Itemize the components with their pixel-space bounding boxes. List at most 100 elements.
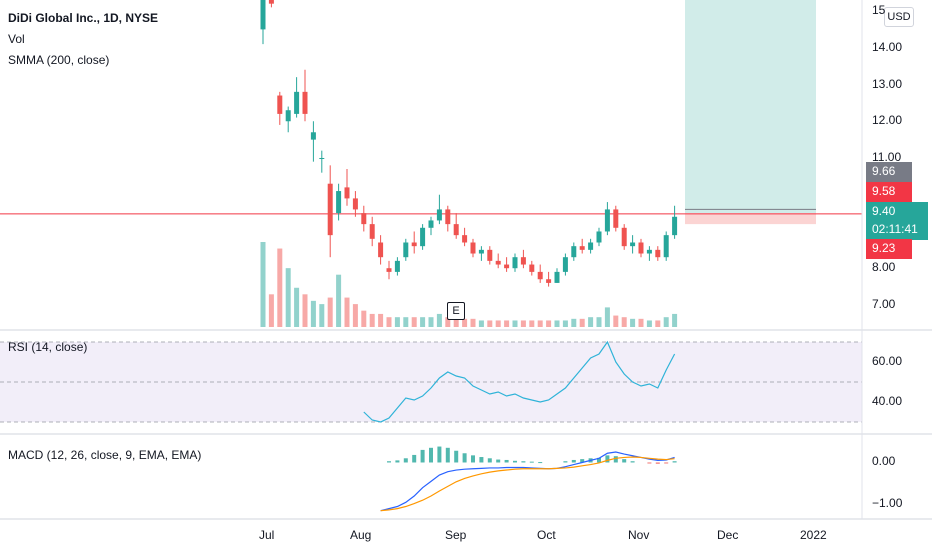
macd-hist-bar [538, 462, 543, 464]
price-tick-label: 8.00 [872, 260, 896, 275]
signal-line [380, 456, 675, 512]
volume-bar [310, 300, 316, 327]
macd-hist-bar [513, 460, 517, 463]
volume-bar [361, 310, 367, 327]
macd-legend[interactable]: MACD (12, 26, close, 9, EMA, EMA) [8, 448, 202, 462]
candle [470, 238, 476, 258]
candle [487, 246, 493, 265]
volume-bar [268, 294, 274, 327]
price-tag: 9.23 [866, 239, 912, 259]
candle [462, 227, 468, 247]
price-tick-label: 13.00 [872, 76, 903, 91]
candle [520, 249, 526, 269]
price-tick-label: 7.00 [872, 296, 896, 311]
macd-hist-bar [420, 449, 425, 463]
time-tick-label: Nov [628, 528, 650, 542]
macd-hist-bar [496, 459, 501, 463]
candle [361, 205, 367, 232]
price-tick-label: 14.00 [872, 39, 903, 54]
volume-bar [386, 317, 392, 327]
rsi-pane [363, 340, 676, 423]
price-tick-label: 12.00 [872, 113, 903, 128]
time-tick-label: Oct [537, 528, 556, 542]
price-tag: 9.40 [866, 202, 928, 222]
chart-title: DiDi Global Inc., 1D, NYSE [8, 11, 159, 25]
volume-bar [520, 320, 526, 327]
candle [571, 242, 577, 261]
candle [386, 260, 392, 280]
axes [0, 0, 932, 520]
volume-bar [504, 320, 510, 327]
volume-bar [537, 320, 543, 327]
candle [596, 227, 602, 247]
candle [294, 77, 300, 118]
macd-hist-bar [387, 461, 391, 463]
volume-bar [470, 318, 476, 327]
grid-lines [0, 341, 862, 423]
macd-hist-bar [655, 462, 660, 464]
macd-hist-bar [605, 455, 610, 463]
volume-bar [646, 320, 652, 327]
macd-hist-bar [664, 462, 669, 464]
macd-hist-bar [521, 461, 526, 463]
volume-bar [327, 297, 333, 327]
candle [663, 231, 669, 261]
rsi-legend[interactable]: RSI (14, close) [8, 340, 88, 354]
candle [512, 253, 518, 272]
macd-hist-bar [563, 461, 568, 463]
candle [260, 0, 266, 45]
candle [352, 191, 358, 217]
macd-hist-bar [395, 460, 400, 463]
price-tick-label: 11.00 [872, 149, 902, 164]
candle [621, 224, 627, 250]
candle [646, 246, 652, 261]
currency-button[interactable]: USD [884, 7, 914, 27]
candle [403, 238, 409, 261]
macd-hist-bar [571, 459, 576, 463]
candle [529, 260, 535, 276]
candlesticks [260, 0, 678, 287]
volume-bar [462, 318, 468, 327]
volume-bar [495, 320, 501, 327]
candle [495, 253, 501, 269]
volume-bar [554, 320, 560, 327]
smma-legend[interactable]: SMMA (200, close) [8, 53, 110, 67]
volume-bar [613, 315, 619, 327]
volume-bar [596, 317, 602, 327]
volume-bar [655, 320, 661, 327]
volume-bar [445, 317, 451, 327]
candle [504, 257, 510, 272]
candle [394, 257, 400, 276]
candle [277, 91, 283, 125]
price-tag: 02:11:41 [866, 220, 928, 240]
volume-bar [285, 268, 291, 327]
candle [537, 264, 543, 283]
volume-legend[interactable]: Vol [8, 32, 25, 46]
candle [369, 216, 375, 247]
candle [546, 271, 552, 287]
candle [428, 216, 434, 236]
candle [411, 231, 417, 254]
earnings-marker[interactable]: E [447, 302, 465, 320]
volume-bar [478, 320, 484, 327]
price-tick-label: 15 [872, 3, 886, 18]
candle [613, 205, 619, 232]
macd-hist-bar [613, 456, 618, 463]
candle [672, 205, 678, 239]
macd-hist-bar [622, 459, 627, 463]
volume-bar [319, 304, 325, 327]
volume-bar [604, 307, 610, 327]
macd-hist-bar [412, 454, 417, 463]
macd-pane [380, 446, 677, 512]
candle [478, 246, 484, 261]
time-tick-label: Dec [717, 528, 739, 542]
volume-bar [378, 313, 384, 327]
time-tick-label: Sep [445, 528, 467, 542]
time-tick-label: Jul [259, 528, 275, 542]
profit-zone [685, 0, 816, 214]
long-position-tool[interactable] [0, 0, 862, 225]
candle [336, 183, 342, 221]
macd-line [380, 451, 675, 512]
volume-bar [638, 318, 644, 327]
